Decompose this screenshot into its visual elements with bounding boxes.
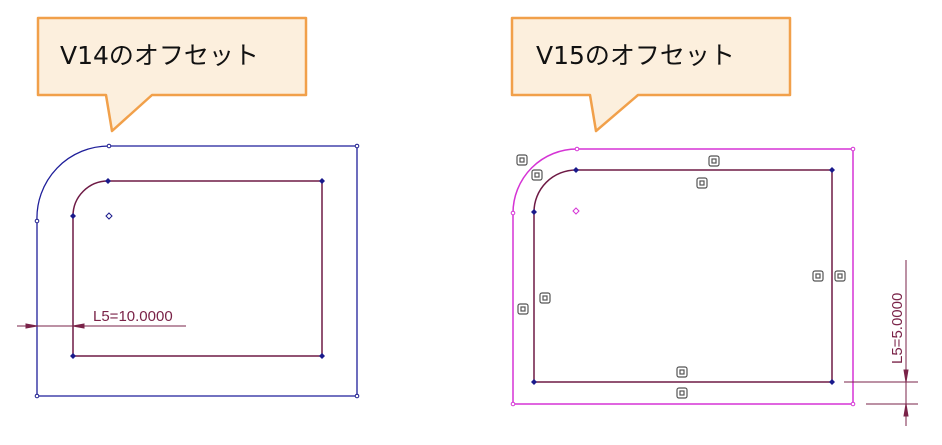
vertex-marker[interactable] — [574, 146, 580, 152]
callout-label: V14のオフセット — [60, 41, 259, 70]
vertex-marker[interactable] — [354, 393, 360, 399]
vertex-marker[interactable] — [319, 178, 325, 184]
dimension-label[interactable]: L5=5.0000 — [889, 293, 906, 364]
constraint-icon[interactable] — [676, 366, 688, 378]
vertex-marker[interactable] — [510, 401, 516, 407]
constraint-icons — [516, 154, 846, 399]
vertex-marker[interactable] — [850, 146, 856, 152]
dimension-arrow — [25, 323, 38, 329]
vertex-markers — [510, 146, 856, 407]
dimension-arrow — [903, 369, 909, 383]
outer-offset-profile[interactable] — [36, 145, 358, 397]
callout-bubble — [510, 16, 792, 133]
callout-bubble — [36, 16, 308, 133]
constraint-icon[interactable] — [516, 154, 528, 166]
vertex-markers — [34, 143, 360, 399]
dimension-label[interactable]: L5=10.0000 — [93, 308, 173, 325]
dimension-arrow — [903, 403, 909, 417]
vertex-marker[interactable] — [531, 209, 537, 215]
vertex-marker[interactable] — [531, 379, 537, 385]
callout-label: V15のオフセット — [536, 41, 735, 70]
constraint-icon[interactable] — [539, 292, 551, 304]
constraint-icon[interactable] — [708, 155, 720, 167]
vertex-marker[interactable] — [850, 401, 856, 407]
vertex-marker[interactable] — [34, 218, 40, 224]
vertex-marker[interactable] — [105, 178, 111, 184]
constraint-icon[interactable] — [696, 177, 708, 189]
arc-center-marker[interactable] — [572, 207, 580, 215]
outer-offset-profile[interactable] — [512, 148, 854, 405]
right-panel: V15のオフセット — [510, 16, 918, 426]
vertex-marker[interactable] — [106, 143, 112, 149]
vertex-marker[interactable] — [34, 393, 40, 399]
vertex-marker[interactable] — [829, 167, 835, 173]
left-panel: V14のオフセット L5=10.0000 — [17, 16, 360, 399]
constraint-icon[interactable] — [834, 270, 846, 282]
constraint-icon[interactable] — [676, 387, 688, 399]
arc-center-marker[interactable] — [105, 212, 113, 220]
constraint-icon[interactable] — [812, 270, 824, 282]
vertex-marker[interactable] — [829, 379, 835, 385]
inner-profile[interactable] — [533, 169, 833, 383]
vertex-marker[interactable] — [70, 353, 76, 359]
offset-dimension[interactable] — [17, 323, 186, 329]
vertex-marker[interactable] — [319, 353, 325, 359]
constraint-icon[interactable] — [531, 169, 543, 181]
inner-profile[interactable] — [72, 180, 323, 357]
constraint-icon[interactable] — [517, 303, 529, 315]
vertex-marker[interactable] — [70, 213, 76, 219]
vertex-marker[interactable] — [354, 143, 360, 149]
dimension-arrow — [72, 323, 85, 329]
offset-dimension[interactable] — [844, 260, 918, 426]
inner-vertex-markers — [531, 167, 835, 385]
vertex-marker[interactable] — [573, 167, 579, 173]
vertex-marker[interactable] — [510, 210, 516, 216]
inner-vertex-markers — [70, 178, 325, 359]
